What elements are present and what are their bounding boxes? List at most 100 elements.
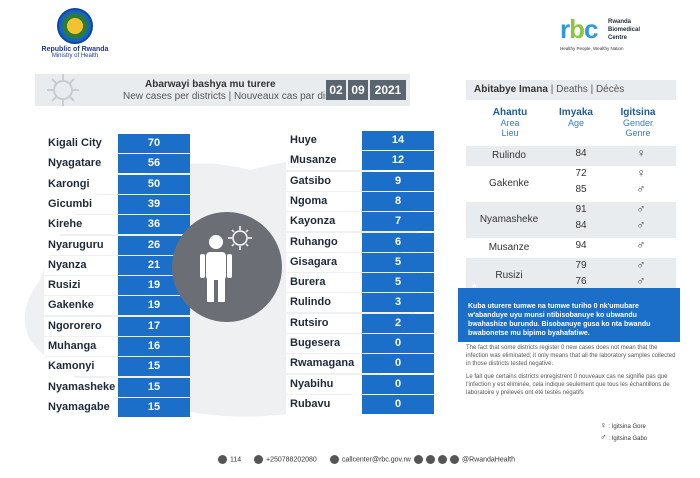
- gender-icon: ♂: [636, 218, 646, 232]
- district-row: Nyanza 21: [44, 255, 190, 275]
- case-count: 5: [362, 273, 434, 293]
- district-name: Nyaruguru: [44, 235, 118, 255]
- footer-hotline[interactable]: 114: [218, 455, 241, 464]
- district-name: Rutsiro: [286, 313, 362, 333]
- deaths-title-fr: Décès: [595, 84, 625, 95]
- district-row: Rwamagana 0: [286, 354, 434, 374]
- case-count: 5: [362, 252, 434, 272]
- district-row: Muhanga 16: [44, 337, 190, 356]
- banner-title-rw: Abarwayi bashya mu turere: [145, 79, 276, 90]
- district-name: Huye: [286, 131, 362, 150]
- case-count: 56: [118, 154, 190, 174]
- district-name: Gakenke: [44, 296, 118, 316]
- death-group-row: Nyamasheke 91 ♂ 84 ♂: [466, 202, 676, 238]
- rbc-logo: rbc Rwanda Biomedical Centre Healthy Peo…: [560, 16, 670, 56]
- district-row: Huye 14: [286, 131, 434, 150]
- footer-phone[interactable]: +250788202080: [254, 455, 317, 464]
- col-area-header: Ahantu Area Lieu: [492, 107, 528, 139]
- district-name: Muhanga: [44, 337, 118, 356]
- district-name: Nyagatare: [44, 154, 118, 174]
- case-count: 0: [362, 394, 434, 414]
- district-row: Rubavu 0: [286, 394, 434, 414]
- case-count: 19: [118, 276, 190, 296]
- gender-icon: ♂: [636, 202, 646, 216]
- case-count: 19: [118, 296, 190, 316]
- case-count: 17: [118, 316, 190, 336]
- gender-icon: ♀: [636, 146, 646, 160]
- case-count: 26: [118, 235, 190, 255]
- case-count: 7: [362, 212, 434, 232]
- death-age: 76: [575, 276, 587, 287]
- case-count: 3: [362, 293, 434, 313]
- deaths-title-rw: Abitabye Imana: [474, 84, 548, 95]
- death-age: 72: [575, 168, 587, 179]
- district-row: Gisagara 5: [286, 252, 434, 272]
- district-row: Ngoma 8: [286, 191, 434, 211]
- title-banner: Abarwayi bashya mu turere New cases per …: [35, 74, 410, 106]
- death-district: Rulindo: [492, 150, 526, 161]
- district-row: Kirehe 36: [44, 215, 190, 235]
- case-count: 8: [362, 191, 434, 211]
- district-row: Nyaruguru 26: [44, 235, 190, 255]
- person-circle: [172, 212, 282, 322]
- district-row: Gatsibo 9: [286, 171, 434, 191]
- death-group-row: Musanze 94 ♂: [466, 238, 676, 258]
- district-name: Rwamagana: [286, 354, 362, 374]
- district-row: Kamonyi 15: [44, 357, 190, 377]
- case-count: 0: [362, 374, 434, 394]
- whatsapp-icon: [254, 455, 263, 464]
- district-row: Rutsiro 2: [286, 313, 434, 333]
- case-count: 9: [362, 171, 434, 191]
- date-year: 2021: [370, 80, 406, 100]
- case-count: 12: [362, 151, 434, 171]
- district-row: Nyamagabe 15: [44, 397, 190, 417]
- death-age: 79: [575, 260, 587, 271]
- district-name: Nyabihu: [286, 374, 362, 394]
- district-row: Kayonza 7: [286, 212, 434, 232]
- case-count: 2: [362, 313, 434, 333]
- legend-male: ♂ : Igitsina Gabo: [600, 432, 648, 442]
- person-icon: [200, 226, 252, 302]
- death-age: 91: [575, 204, 587, 215]
- case-count: 0: [362, 334, 434, 353]
- district-name: Kigali City: [44, 134, 118, 153]
- death-group-row: Rulindo 84 ♀: [466, 146, 676, 166]
- death-district: Musanze: [488, 242, 530, 253]
- case-count: 50: [118, 174, 190, 194]
- death-age: 84: [575, 148, 587, 159]
- gov-name: Republic of Rwanda: [41, 46, 109, 53]
- death-group-row: Gakenke 72 ♀ 85 ♂: [466, 166, 676, 202]
- note-rw: * Kuba uturere tumwe na tumwe turiho 0 n…: [458, 282, 680, 342]
- district-name: Musanze: [286, 151, 362, 171]
- death-district: Nyamasheke: [479, 214, 539, 225]
- star-icon: *: [472, 281, 477, 295]
- district-row: Nyagatare 56: [44, 154, 190, 174]
- footer-email[interactable]: callcenter@rbc.gov.rw: [330, 455, 411, 464]
- district-name: Ruhango: [286, 232, 362, 252]
- district-row: Rusizi 19: [44, 276, 190, 296]
- district-row: Rulindo 3: [286, 293, 434, 313]
- banner-title-en-fr: New cases per districts | Nouveaux cas p…: [123, 91, 347, 102]
- district-row: Nyabihu 0: [286, 374, 434, 394]
- gender-icon: ♂: [636, 182, 646, 196]
- district-name: Nyamagabe: [44, 397, 118, 417]
- rbc-tagline: Healthy People, Wealthy Nation: [560, 46, 624, 51]
- district-name: Kirehe: [44, 215, 118, 235]
- district-row: Ngororero 17: [44, 316, 190, 336]
- note-en: The fact that some districts register 0 …: [466, 345, 676, 367]
- republic-of-rwanda-logo: Republic of Rwanda Ministry of Health: [40, 8, 110, 59]
- case-count: 15: [118, 397, 190, 417]
- footer-social[interactable]: @RwandaHealth: [414, 455, 515, 464]
- district-row: Bugesera 0: [286, 334, 434, 353]
- date-month: 09: [348, 80, 368, 100]
- district-name: Nyamasheke: [44, 377, 118, 397]
- death-age: 84: [575, 220, 587, 231]
- district-name: Karongi: [44, 174, 118, 194]
- death-age: 85: [575, 184, 587, 195]
- twitter-icon: [414, 455, 423, 464]
- gender-icon: ♂: [636, 274, 646, 288]
- district-name: Rulindo: [286, 293, 362, 313]
- rwanda-seal-icon: [57, 8, 93, 44]
- district-row: Musanze 12: [286, 151, 434, 171]
- district-name: Gatsibo: [286, 171, 362, 191]
